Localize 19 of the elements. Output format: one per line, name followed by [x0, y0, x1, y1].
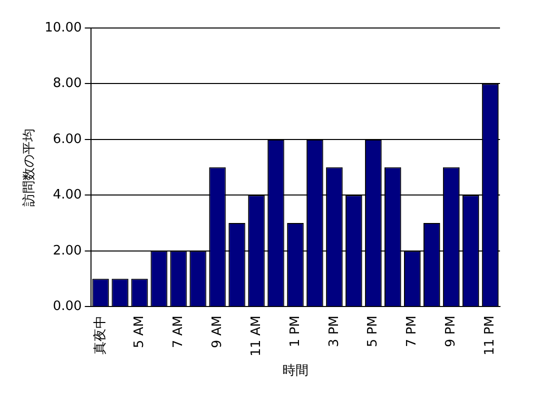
- x-tick-label: 9 PM: [444, 316, 459, 348]
- y-tick-label: 10.00: [44, 20, 82, 36]
- x-tick-label: 9 AM: [210, 316, 225, 348]
- x-tick-label: 5 AM: [132, 316, 147, 348]
- x-tick-label: 真夜中: [92, 316, 108, 355]
- y-tick-label: 6.00: [52, 132, 82, 147]
- y-tick-label: 2.00: [52, 243, 82, 258]
- x-tick-label: 7 PM: [404, 316, 420, 348]
- x-tick-label: 5 PM: [366, 316, 381, 348]
- y-axis-title: 訪問数の平均: [22, 128, 38, 206]
- x-tick-label: 11 PM: [482, 316, 498, 356]
- y-tick-label: 0.00: [52, 298, 82, 314]
- x-tick-label: 3 PM: [326, 316, 342, 348]
- x-tick-label: 1 PM: [288, 316, 303, 348]
- x-axis-title: 時間: [282, 364, 308, 379]
- y-tick-label: 4.00: [52, 188, 82, 203]
- x-tick-label: 11 AM: [248, 316, 264, 356]
- x-tick-label: 7 AM: [170, 316, 186, 348]
- y-tick-label: 8.00: [52, 76, 82, 92]
